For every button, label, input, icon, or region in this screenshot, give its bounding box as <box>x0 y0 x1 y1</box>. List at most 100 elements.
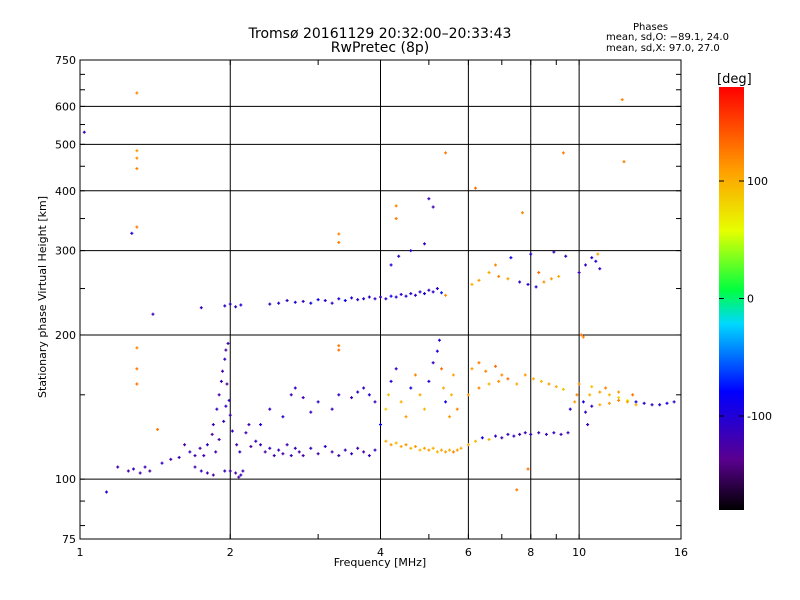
data-point <box>384 439 388 443</box>
data-point <box>427 448 431 452</box>
data-point <box>622 160 626 164</box>
colorbar-tick-label: 100 <box>747 175 768 188</box>
data-point <box>422 242 426 246</box>
data-point <box>506 277 510 281</box>
data-point <box>135 149 139 153</box>
data-point <box>422 292 426 296</box>
data-point <box>413 373 417 377</box>
data-point <box>222 419 226 423</box>
data-point <box>451 373 455 377</box>
data-point <box>435 450 439 454</box>
data-point <box>604 386 608 390</box>
data-point <box>427 197 431 201</box>
data-point <box>477 278 481 282</box>
data-point <box>373 448 377 452</box>
data-point <box>520 211 524 215</box>
data-point <box>237 475 241 479</box>
data-point <box>301 396 305 400</box>
data-point <box>506 377 510 381</box>
data-point <box>484 369 488 373</box>
data-point <box>343 448 347 452</box>
data-point <box>323 444 327 448</box>
data-point <box>537 271 541 275</box>
data-point <box>665 401 669 405</box>
data-point <box>512 434 516 438</box>
data-point <box>404 415 408 419</box>
data-point <box>384 297 388 301</box>
data-point <box>116 465 120 469</box>
data-point <box>577 271 581 275</box>
data-point <box>642 401 646 405</box>
data-point <box>316 400 320 404</box>
data-point <box>293 300 297 304</box>
data-point <box>356 446 360 450</box>
data-point <box>263 450 267 454</box>
data-point <box>135 346 139 350</box>
data-point <box>281 452 285 456</box>
data-point <box>373 400 377 404</box>
y-tick-label: 400 <box>55 185 76 198</box>
data-point <box>350 396 354 400</box>
data-point <box>188 450 192 454</box>
data-point <box>523 431 527 435</box>
x-tick-label: 8 <box>527 546 534 559</box>
data-point <box>135 167 139 171</box>
data-point <box>409 386 413 390</box>
data-point <box>104 490 108 494</box>
data-point <box>285 299 289 303</box>
data-point <box>281 415 285 419</box>
data-point <box>126 469 130 473</box>
data-point <box>394 367 398 371</box>
data-point <box>293 386 297 390</box>
data-point <box>230 429 234 433</box>
data-point <box>362 386 366 390</box>
data-point <box>337 393 341 397</box>
data-point <box>330 407 334 411</box>
data-point <box>132 467 136 471</box>
data-point <box>477 386 481 390</box>
data-point <box>362 450 366 454</box>
data-point <box>244 431 248 435</box>
data-point <box>487 438 491 442</box>
data-point <box>384 407 388 411</box>
data-point <box>584 263 588 267</box>
data-point <box>301 299 305 303</box>
data-point <box>480 436 484 440</box>
data-point <box>581 400 585 404</box>
data-point <box>440 367 444 371</box>
data-point <box>241 469 245 473</box>
data-point <box>573 400 577 404</box>
data-point <box>160 461 164 465</box>
data-point <box>268 407 272 411</box>
data-point <box>542 280 546 284</box>
data-point <box>135 382 139 386</box>
y-tick-label: 200 <box>55 329 76 342</box>
data-point <box>588 393 592 397</box>
data-point <box>459 446 463 450</box>
phases-legend-o: mean, sd,O: −89.1, 24.0 <box>606 32 729 43</box>
data-point <box>523 373 527 377</box>
data-point <box>509 256 513 260</box>
data-point <box>427 379 431 383</box>
data-point <box>564 254 568 258</box>
data-point <box>293 446 297 450</box>
colorbar-tick-label: -100 <box>747 410 772 423</box>
data-point <box>199 469 203 473</box>
data-point <box>151 312 155 316</box>
data-point <box>451 450 455 454</box>
data-point <box>487 271 491 275</box>
data-point <box>239 473 243 477</box>
data-point <box>409 292 413 296</box>
data-point <box>394 295 398 299</box>
data-point <box>568 407 572 411</box>
data-point <box>202 454 206 458</box>
data-point <box>579 333 583 337</box>
data-point <box>473 186 477 190</box>
data-point <box>598 403 602 407</box>
data-point <box>435 349 439 353</box>
data-point <box>193 454 197 458</box>
data-point <box>210 432 214 436</box>
data-point <box>418 290 422 294</box>
data-point <box>143 465 147 469</box>
